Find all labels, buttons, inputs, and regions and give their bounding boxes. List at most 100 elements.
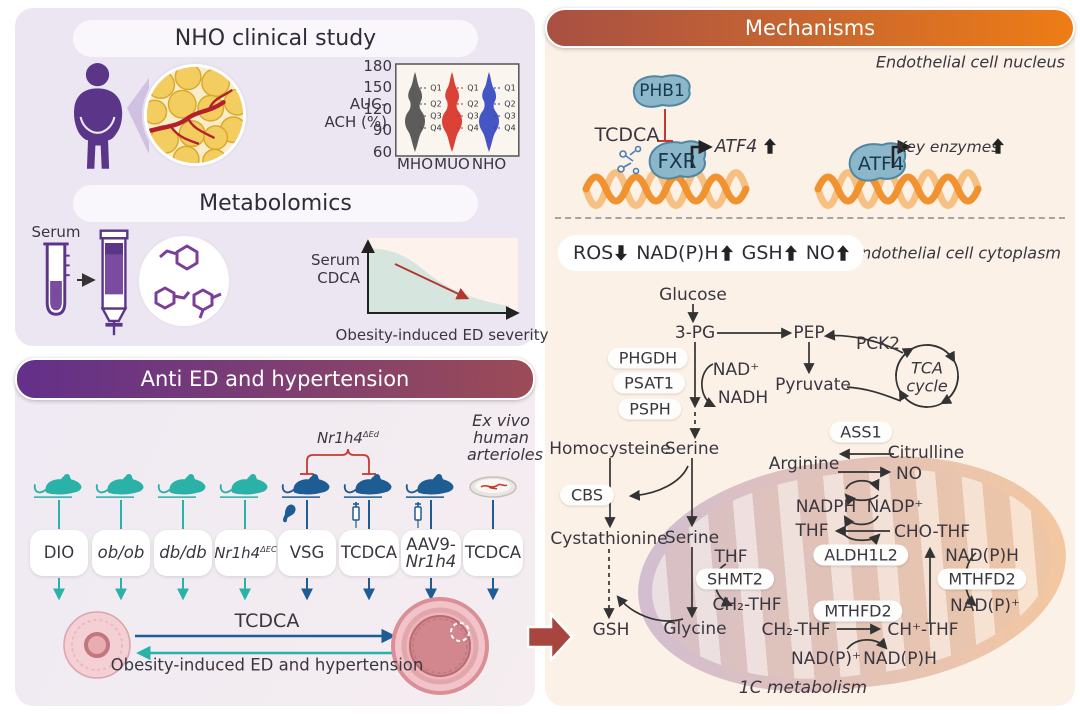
enzyme-mthfd2-right: MTHFD2: [937, 568, 1027, 590]
key-enzymes-label: Key enzymes: [896, 138, 1000, 156]
violin-ylabel-line2: ACH (%): [324, 113, 387, 131]
chromatography-column-icon: [99, 229, 129, 336]
q1-muo: Q1: [467, 83, 479, 93]
ytick-120: 120: [363, 100, 392, 118]
mouse-aav9-icon: [406, 474, 454, 497]
phb1-inhibition-line: [657, 109, 673, 142]
mouse-obob-icon: [96, 474, 144, 497]
node-serine-mito: Serine: [664, 528, 720, 548]
no-up-arrow-icon: [837, 245, 849, 260]
enzyme-shmt2: SHMT2: [696, 568, 774, 590]
ros-down-arrow-icon: [615, 245, 627, 260]
model-box-obob: ob/ob: [92, 530, 150, 576]
clinical-decor-layer: [77, 78, 149, 287]
cytoplasm-label: Endothelial cell cytoplasm: [851, 243, 1061, 263]
model-box-nr1h4: Nr1h4ΔEC: [214, 530, 277, 576]
mouse-nr1h4-icon: [220, 474, 268, 497]
panel-connector-arrow: [527, 612, 573, 662]
q4-mho: Q4: [430, 123, 442, 133]
node-arginine: Arginine: [768, 454, 840, 474]
status-gsh: GSH: [742, 242, 797, 264]
tcdca-molecules-icon: [617, 145, 642, 175]
model-box-dio: DIO: [30, 530, 88, 576]
clinical-study-header: NHO clinical study: [73, 20, 478, 57]
obese-person-icon: [73, 63, 123, 169]
node-nad-plus: NAD⁺: [712, 360, 760, 380]
endothelium-highlight: [450, 622, 470, 642]
q2-muo: Q2: [467, 99, 479, 109]
metabolomics-title: Metabolomics: [199, 191, 352, 216]
node-nadph: NADPH: [795, 497, 857, 517]
node-nadp-right: NAD(P)⁺: [950, 596, 1020, 616]
dna-helix-right: [814, 169, 982, 209]
q2-nho: Q2: [504, 99, 516, 109]
node-cystathionine: Cystathionine: [550, 529, 668, 549]
enzyme-psat1: PSAT1: [613, 372, 685, 394]
q3-mho: Q3: [430, 111, 442, 121]
mechanisms-banner: Mechanisms: [545, 8, 1075, 48]
q3-muo: Q3: [467, 111, 479, 121]
node-pep: PEP: [793, 323, 825, 343]
enzyme-phgdh: PHGDH: [607, 347, 689, 369]
model-box-dbdb: db/db: [154, 530, 212, 576]
node-cho-thf: CHO-THF: [893, 522, 971, 542]
model-box-aav9: AAV9- Nr1h4: [401, 530, 461, 576]
node-nadh: NADH: [717, 388, 769, 408]
node-tca-line1: TCA: [911, 358, 943, 378]
mechanisms-title: Mechanisms: [744, 16, 876, 40]
anti-ed-connector-layer: [53, 448, 499, 661]
q4-nho: Q4: [504, 123, 516, 133]
enzyme-mthfd2-bottom: MTHFD2: [813, 600, 903, 622]
petri-dish-icon: [470, 477, 516, 497]
atf4-blob-label: ATF4: [857, 153, 905, 175]
atf4-up-arrow-icon: [764, 138, 776, 153]
atf4-gene-label: ATF4: [714, 137, 758, 157]
panel-clinical-study: NHO clinical study: [15, 8, 548, 346]
mechanisms-diagram-layer: [582, 74, 982, 650]
fxr-transcription-arrow: [690, 139, 713, 168]
obesity-arrow-label: Obesity-induced ED and hypertension: [110, 655, 424, 675]
status-ros: ROS: [573, 242, 627, 264]
serum-tube-icon: [43, 242, 70, 316]
gsh-up-arrow-icon: [785, 245, 797, 260]
node-gsh: GSH: [592, 620, 630, 640]
ytick-180: 180: [363, 57, 392, 75]
panel-anti-ed: Anti ED and hypertension Ex vivo human a…: [15, 358, 543, 706]
panel-mechanisms: Mechanisms Endothelial cell nucleus Endo…: [545, 8, 1080, 714]
nadph-up-arrow-icon: [721, 245, 733, 260]
atf4-transcription-arrow: [891, 139, 912, 168]
cdca-ylabel-line1: Serum: [310, 251, 360, 269]
node-pck2: PCK2: [855, 334, 901, 354]
cdca-ylabel-line2: CDCA: [317, 269, 360, 287]
node-nadp-plus: NADP⁺: [866, 497, 924, 517]
syringe-icon-aav9: [415, 502, 421, 528]
bracket-gene-label: Nr1h4ΔEd: [316, 429, 380, 447]
dna-helix-left: [582, 169, 750, 209]
node-nadph-right: NAD(P)H: [945, 546, 1019, 566]
model-box-tcdca1: TCDCA: [339, 530, 399, 576]
node-nadp-bottom: NAD(P)⁺: [791, 649, 861, 669]
tcdca-arrow-label: TCDCA: [234, 610, 300, 632]
node-pyruvate: Pyruvate: [775, 375, 851, 395]
node-ch2-thf-mito: CH₂-THF: [712, 595, 782, 615]
node-citrulline: Citrulline: [887, 443, 965, 463]
mouse-dbdb-icon: [158, 474, 206, 497]
violin-ylabel-line1: AUC-: [349, 95, 387, 113]
syringe-icon-tcdca: [353, 502, 359, 528]
q1-nho: Q1: [504, 83, 516, 93]
enzyme-aldh1l2: ALDH1L2: [813, 544, 909, 566]
cdca-chart: [361, 238, 520, 320]
fxr-label: FXR: [657, 149, 697, 173]
metabolomics-header: Metabolomics: [73, 185, 478, 222]
xcat-muo: MUO: [434, 155, 470, 173]
xcat-nho: NHO: [471, 155, 507, 173]
node-serine-top: Serine: [664, 439, 720, 459]
violin-plot: [395, 63, 520, 157]
enzyme-ass1: ASS1: [829, 421, 893, 443]
ytick-60: 60: [372, 143, 392, 161]
ex-vivo-label: Ex vivo human arterioles: [467, 411, 543, 464]
anti-ed-title: Anti ED and hypertension: [140, 367, 410, 391]
node-thf-mito: THF: [714, 547, 748, 567]
model-box-tcdca2: TCDCA: [463, 530, 523, 576]
